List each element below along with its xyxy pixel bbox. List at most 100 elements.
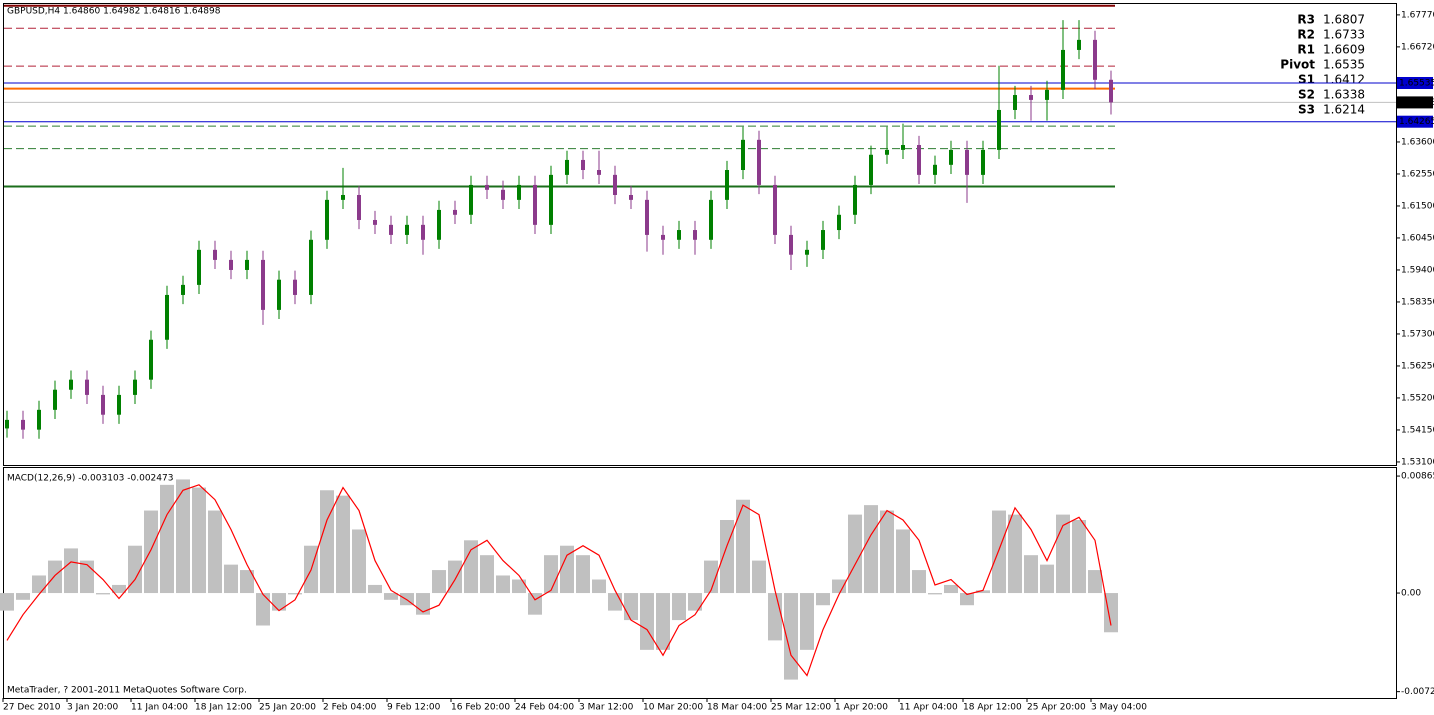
y-tick-label: 0.00865 [1401,472,1434,482]
candle-body [181,284,185,295]
macd-bar [128,545,142,594]
y-tick-label: -0.00729 [1401,687,1434,697]
candle-body [165,294,169,340]
footer: MetaTrader, ? 2001-2011 MetaQuotes Softw… [7,686,247,696]
candle-body [261,259,265,310]
macd-bar [624,593,638,621]
candle-body [725,170,729,200]
price-tag [1397,96,1433,109]
macd-bar [560,545,574,594]
y-tick-label: 1.57300 [1401,329,1434,339]
price-tag-label: 1.65535 [1399,78,1434,88]
macd-bar [320,490,334,594]
candle-body [757,139,761,185]
x-tick-label: 10 Mar 20:00 [643,703,703,713]
price-tag-label: 1.64265 [1399,117,1434,127]
candle-body [709,199,713,240]
macd-bar [64,548,78,594]
candle-body [485,184,489,190]
candle-body [581,159,585,171]
candle-body [677,230,681,240]
level-name: S3 [1298,103,1315,117]
candle-body [1093,39,1097,80]
x-tick-label: 1 Apr 20:00 [835,703,888,713]
macd-bar [48,560,62,594]
macd-bar [720,520,734,594]
candle-body [421,224,425,240]
candle-body [1061,49,1065,90]
candle-body [1045,89,1049,100]
x-tick-label: 24 Feb 04:00 [515,703,574,713]
level-name: Pivot [1280,58,1315,72]
macd-bar [528,593,542,615]
x-tick-label: 3 May 04:00 [1091,703,1147,713]
candle-body [469,184,473,215]
candle-body [517,184,521,200]
candle-body [149,339,153,380]
x-tick-label: 18 Apr 12:00 [963,703,1022,713]
candle-body [437,209,441,240]
candle-body [1013,95,1017,110]
candle-body [37,409,41,430]
candle-body [853,184,857,215]
candle-body [405,224,409,235]
macd-bar [32,575,46,594]
candle-body [901,145,905,150]
macd-bar [608,593,622,611]
macd-bar [816,593,830,606]
candle-body [597,170,601,175]
macd-bar [1072,520,1086,594]
candle-body [789,234,793,255]
macd-bar [384,593,398,600]
candle-body [341,194,345,200]
level-value: 1.6807 [1323,13,1365,27]
candle-body [821,230,825,250]
candle-body [629,194,633,200]
candle-body [325,199,329,240]
candle-body [373,219,377,225]
macd-bar [976,590,990,594]
candle-body [21,419,25,430]
candle-body [1077,39,1081,50]
candle-body [565,159,569,175]
macd-bar [176,479,190,594]
candle-body [949,149,953,165]
macd-bar [576,555,590,594]
price-tag-label: 1.64898 [1399,98,1434,108]
x-tick-label: 3 Mar 12:00 [579,703,634,713]
candle-body [117,394,121,415]
macd-bar [512,579,526,594]
x-tick-label: 11 Apr 04:00 [899,703,958,713]
macd-bar [736,499,750,594]
level-name: R2 [1297,28,1315,42]
macd-bar [432,570,446,594]
macd-panel [3,467,1397,699]
candle-body [965,149,969,175]
candle-body [197,249,201,285]
x-tick-label: 18 Mar 04:00 [707,703,767,713]
candle-body [997,109,1001,150]
y-tick-label: 1.63600 [1401,137,1434,147]
macd-bar [224,564,238,594]
macd-bar [240,570,254,594]
macd-bar [704,560,718,594]
macd-bar [880,510,894,594]
macd-bar [864,505,878,594]
y-tick-label: 1.66720 [1401,42,1434,52]
y-tick-label: 1.54150 [1401,425,1434,435]
candle-body [389,224,393,235]
macd-bar [672,593,686,621]
macd-bar [1040,564,1054,594]
x-tick-label: 18 Jan 12:00 [195,703,252,713]
candle-body [645,199,649,235]
macd-bar [784,593,798,680]
macd-bar [832,579,846,594]
candle-body [357,194,361,220]
macd-bar [960,593,974,606]
candle-body [981,149,985,175]
level-name: R3 [1297,13,1315,27]
level-name: S2 [1298,88,1315,102]
price-tag [1397,115,1433,128]
